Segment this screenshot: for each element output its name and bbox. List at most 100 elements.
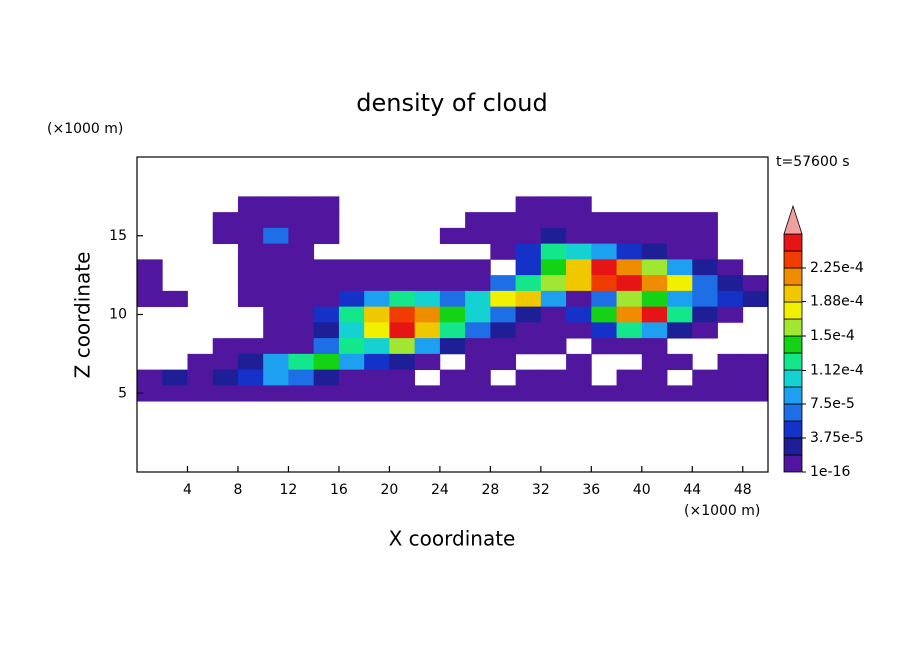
contour-cell	[389, 259, 416, 276]
contour-cell	[313, 385, 340, 402]
x-tick-label: 36	[582, 482, 600, 498]
contour-cell	[566, 306, 592, 323]
contour-cell	[717, 306, 744, 323]
contour-cell	[667, 212, 693, 229]
contour-cell	[692, 243, 718, 260]
contour-cell	[540, 259, 567, 276]
contour-cell	[263, 196, 289, 213]
contour-cell	[313, 212, 340, 229]
colorbar-band	[783, 335, 803, 354]
contour-cell	[439, 338, 466, 355]
contour-cell	[566, 212, 592, 229]
contour-cell	[364, 322, 390, 339]
contour-cell	[212, 212, 239, 229]
contour-cell	[515, 290, 542, 308]
contour-cell	[237, 259, 264, 276]
x-tick-label: 48	[734, 482, 752, 498]
contour-cell	[137, 259, 163, 276]
contour-cell	[288, 306, 315, 323]
contour-cell	[667, 275, 693, 292]
colorbar-band	[783, 318, 803, 337]
contour-cell	[313, 275, 340, 292]
contour-cell	[667, 322, 693, 339]
contour-cell	[137, 369, 163, 386]
contour-cell	[313, 290, 340, 308]
contour-cell	[288, 385, 315, 402]
contour-cell	[389, 385, 416, 402]
contour-cell	[414, 290, 441, 308]
contour-cell	[439, 290, 466, 308]
contour-cell	[439, 385, 466, 402]
contour-cell	[490, 275, 516, 292]
x-tick-label: 16	[330, 482, 348, 498]
contour-cell	[439, 227, 466, 245]
contour-cell	[465, 338, 491, 355]
contour-cell	[515, 196, 542, 213]
contour-cell	[338, 338, 365, 355]
contour-cell	[641, 338, 668, 355]
contour-cell	[616, 306, 643, 323]
contour-cell	[742, 290, 769, 308]
contour-cell	[465, 212, 491, 229]
contour-cell	[263, 338, 289, 355]
contour-cell	[162, 369, 188, 386]
colorbar-band	[783, 267, 803, 286]
contour-cell	[288, 243, 315, 260]
contour-cell	[237, 275, 264, 292]
contour-cell	[616, 259, 643, 276]
contour-cell	[162, 385, 188, 402]
contour-cell	[591, 306, 617, 323]
contour-cell	[616, 212, 643, 229]
contour-cell	[187, 369, 214, 386]
contour-cell	[263, 322, 289, 339]
contour-cell	[389, 275, 416, 292]
contour-cell	[616, 322, 643, 339]
colorbar-band	[783, 437, 803, 456]
colorbar-tick-label: 2.25e-4	[810, 260, 864, 276]
contour-cell	[364, 369, 390, 386]
contour-cell	[237, 243, 264, 260]
contour-cell	[414, 338, 441, 355]
contour-cell	[616, 385, 643, 402]
contour-cell	[692, 275, 718, 292]
contour-cell	[717, 353, 744, 371]
colorbar-tick-label: 1.5e-4	[810, 328, 855, 344]
contour-cell	[540, 227, 567, 245]
contour-cell	[616, 243, 643, 260]
contour-cell	[540, 212, 567, 229]
contour-cell	[742, 353, 769, 371]
contour-cell	[717, 259, 744, 276]
contour-cell	[263, 275, 289, 292]
contour-field	[137, 196, 769, 402]
contour-cell	[338, 322, 365, 339]
contour-cell	[187, 353, 214, 371]
contour-cell	[237, 212, 264, 229]
contour-cell	[212, 369, 239, 386]
contour-cell	[414, 322, 441, 339]
contour-cell	[540, 338, 567, 355]
contour-cell	[237, 385, 264, 402]
contour-cell	[313, 338, 340, 355]
time-label: t=57600 s	[776, 154, 850, 170]
y-tick-label: 5	[118, 385, 127, 401]
contour-cell	[364, 338, 390, 355]
contour-cell	[616, 290, 643, 308]
contour-cell	[667, 290, 693, 308]
contour-cell	[288, 338, 315, 355]
contour-cell	[237, 227, 264, 245]
contour-cell	[414, 353, 441, 371]
contour-cell	[338, 306, 365, 323]
contour-cell	[439, 306, 466, 323]
x-tick-label: 4	[183, 482, 192, 498]
contour-cell	[641, 385, 668, 402]
contour-cell	[667, 353, 693, 371]
contour-cell	[338, 259, 365, 276]
y-tick-label: 10	[109, 307, 127, 323]
contour-cell	[515, 369, 542, 386]
contour-cell	[237, 369, 264, 386]
contour-cell	[187, 385, 214, 402]
x-tick-label: 44	[683, 482, 701, 498]
contour-cell	[465, 227, 491, 245]
contour-cell	[591, 227, 617, 245]
